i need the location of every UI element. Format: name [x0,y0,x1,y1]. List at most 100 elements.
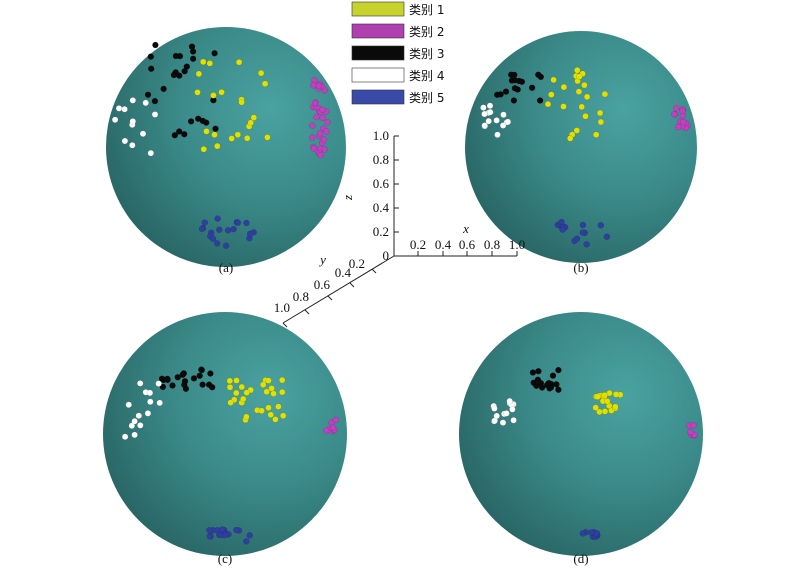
cluster-point [194,89,201,96]
cluster-point [310,81,317,89]
cluster-point [206,533,214,540]
cluster-point [486,102,494,109]
cluster-point [593,530,600,537]
cluster-point [115,105,123,112]
cluster-point [555,366,562,374]
sphere-panel-c: (c) [103,312,347,566]
z-tick-0.6: 0.6 [373,176,390,191]
cluster-point [511,71,518,79]
panel-label-d: (d) [573,551,588,566]
y-tick-0.2: 0.2 [349,256,365,271]
cluster-point [261,80,269,88]
sphere-panel-a: (a) [106,27,346,275]
cluster-point [548,91,555,98]
cluster-point [174,374,181,381]
cluster-point [583,241,590,248]
x-axis-name: x [462,221,469,236]
cluster-point [147,53,155,60]
y-axis-name: y [318,252,326,267]
legend: 类别 1 类别 2 类别 3 类别 4 类别 5 [351,1,444,105]
cluster-point [265,404,272,411]
sphere-c-surface [103,312,347,556]
cluster-point [529,369,537,376]
y-tick-0.8: 0.8 [293,289,309,304]
cluster-point [181,130,188,138]
cluster-point [175,128,183,135]
cluster-point [583,93,591,101]
cluster-point [218,88,225,96]
cluster-point [187,118,195,125]
cluster-point [155,380,162,387]
legend-label-1: 类别 1 [409,3,444,17]
cluster-point [673,104,680,112]
cluster-point [481,122,488,129]
cluster-point [581,81,588,89]
cluster-point [151,111,159,118]
cluster-point [160,376,167,384]
cluster-point [233,389,240,397]
cluster-point [179,371,186,378]
y-axis-line [282,255,395,324]
cluster-point [675,123,682,131]
z-tick-0.4: 0.4 [373,200,390,215]
x-tick-0.4: 0.4 [435,237,452,252]
cluster-point [214,215,221,222]
cluster-point [612,391,620,398]
axes-labels: 0 0.2 0.4 0.6 0.8 1.0 z 0.2 0.4 0.6 0.8 … [274,128,525,315]
cluster-point [159,383,167,391]
cluster-point [139,130,147,138]
cluster-point [601,408,609,415]
cluster-point [222,242,230,249]
cluster-point [324,118,331,126]
cluster-point [243,135,251,142]
cluster-point [546,385,553,392]
cluster-point [205,381,213,388]
cluster-point [579,229,586,236]
y-tick-0.4: 0.4 [335,265,352,280]
cluster-point [500,111,507,119]
cluster-point [212,125,219,132]
cluster-point [190,375,198,382]
cluster-point [508,77,516,84]
cluster-point [601,392,608,399]
sphere-panel-b: (b) [465,31,697,275]
cluster-point [528,84,536,92]
cluster-point [147,149,155,157]
cluster-point [129,142,136,149]
cluster-point [316,130,324,137]
cluster-point [226,384,234,391]
cluster-point [550,76,557,84]
cluster-point [597,221,604,229]
cluster-point [152,41,159,49]
legend-item-4: 类别 4 [351,67,444,83]
z-tick-0: 0 [383,248,390,263]
cluster-point [504,118,512,126]
cluster-point [485,117,492,125]
cluster-point [202,119,210,126]
legend-label-2: 类别 2 [409,25,444,39]
cluster-point [510,97,518,104]
cluster-point [317,151,324,159]
cluster-point [499,419,507,426]
cluster-point [230,225,237,233]
cluster-point [144,91,152,98]
cluster-point [196,372,203,379]
legend-swatch-5 [351,89,405,105]
cluster-point [573,235,581,242]
cluster-point [198,225,206,233]
sphere-d-surface [459,312,703,556]
cluster-point [235,59,243,66]
cluster-point [238,383,246,391]
cluster-point [332,416,340,423]
cluster-point [690,422,697,429]
cluster-point [576,73,583,80]
cluster-point [147,398,154,405]
cluster-point [160,85,167,93]
cluster-point [219,526,226,533]
cluster-point [509,406,516,413]
x-tick-0.6: 0.6 [459,237,476,252]
cluster-point [530,379,537,386]
cluster-point [144,410,152,417]
cluster-point [493,117,500,124]
